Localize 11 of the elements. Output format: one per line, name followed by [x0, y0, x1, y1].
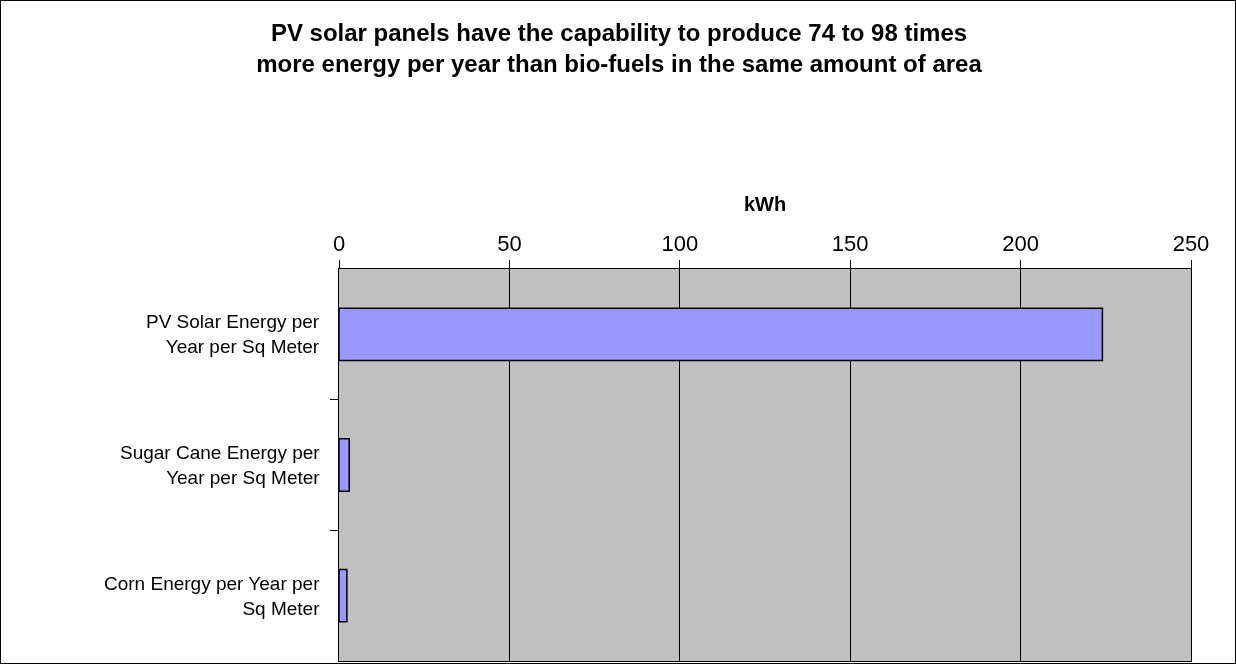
x-tick-label: 250: [1172, 231, 1210, 257]
x-axis-title: kWh: [743, 192, 787, 215]
x-tick-label: 0: [332, 231, 346, 257]
x-tick-label: 100: [661, 231, 699, 257]
x-tick-label: 50: [497, 231, 522, 257]
y-tick-label: PV Solar Energy per Year per Sq Meter: [146, 311, 320, 357]
chart-title: PV solar panels have the capability to produce 74 to 98 times more energy per year than bio-fuels in the same amount of area: [256, 18, 983, 78]
y-tick-label: Sugar Cane Energy per Year per Sq Meter: [120, 442, 321, 488]
y-tick-label: Corn Energy per Year per Sq Meter: [104, 573, 321, 619]
x-tick-label: 200: [1002, 231, 1039, 257]
x-tick-label: 150: [831, 231, 869, 257]
